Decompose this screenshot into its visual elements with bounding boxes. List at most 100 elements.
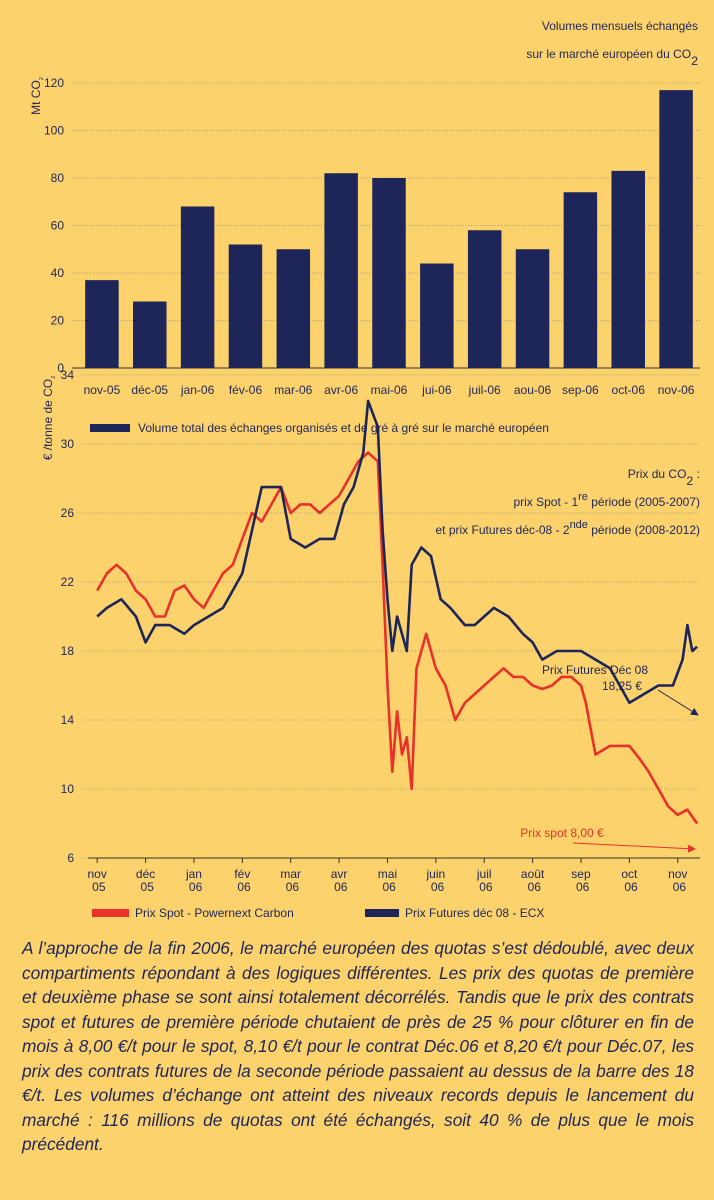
chart-title: sur le marché européen du CO2 <box>526 47 698 68</box>
y-tick-label: 22 <box>61 575 75 589</box>
x-tick-label: nov-05 <box>84 383 121 397</box>
chart-title-part: re <box>578 491 588 503</box>
x-tick-label-line: nov <box>88 867 107 881</box>
legend-swatch <box>365 909 399 917</box>
chart-title-part: période (2005-2007) <box>588 495 700 509</box>
price-line <box>96 451 699 825</box>
x-tick-label-line: 06 <box>621 880 638 894</box>
legend-swatch <box>92 909 129 917</box>
y-tick-label: 18 <box>61 644 75 658</box>
y-tick-label: 40 <box>51 266 65 280</box>
x-tick-label: août 06 <box>521 867 545 894</box>
chart-title-part: période (2008-2012) <box>588 523 700 537</box>
x-tick-label-line: mar <box>280 867 301 881</box>
x-tick-label: nov 06 <box>668 867 687 894</box>
y-axis-label-part: 2 <box>51 376 57 379</box>
y-axis-label: Mt CO2 <box>29 77 45 115</box>
y-tick-label: 30 <box>61 437 75 451</box>
chart-title-part: Prix du CO <box>628 467 687 481</box>
y-tick-label: 60 <box>51 219 65 233</box>
chart-title: et prix Futures déc-08 - 2nde période (2… <box>436 519 701 537</box>
y-axis-label-part: € /tonne de CO <box>41 379 55 460</box>
y-tick-label: 80 <box>51 171 65 185</box>
bar <box>180 206 215 368</box>
x-tick-label: fév-06 <box>229 383 263 397</box>
y-axis-label: € /tonne de CO2 <box>41 376 57 461</box>
x-tick-label: mai-06 <box>371 383 408 397</box>
x-tick-label: jan-06 <box>180 383 215 397</box>
x-tick-label: sep-06 <box>562 383 599 397</box>
price-line <box>96 399 698 705</box>
x-tick-label-line: jan <box>185 867 202 881</box>
x-tick-label: déc 05 <box>136 867 155 894</box>
x-tick-label-line: oct <box>621 867 638 881</box>
x-tick-label: nov 05 <box>88 867 107 894</box>
x-tick-label-line: 05 <box>137 880 154 894</box>
x-tick-label-line: 06 <box>476 880 493 894</box>
x-tick-label: jui-06 <box>421 383 452 397</box>
x-tick-label-line: 06 <box>524 880 541 894</box>
x-tick-label-line: nov <box>668 867 687 881</box>
x-tick-label-line: juil <box>476 867 492 881</box>
y-tick-label: 120 <box>44 76 64 90</box>
x-tick-label: sep 06 <box>571 867 591 894</box>
x-tick-label: mar-06 <box>274 383 312 397</box>
chart-title-part: Volumes mensuels échangés <box>542 19 698 33</box>
x-tick-label-line: sep <box>571 867 591 881</box>
x-tick-label: juin 06 <box>426 867 446 894</box>
x-tick-label-line: 06 <box>428 880 445 894</box>
y-tick-label: 10 <box>61 782 75 796</box>
bar <box>467 230 502 368</box>
x-tick-label: aou-06 <box>514 383 552 397</box>
chart-title: prix Spot - 1re période (2005-2007) <box>513 491 700 509</box>
y-axis-label-part: 2 <box>39 77 45 80</box>
x-tick-label: mai 06 <box>378 867 397 894</box>
x-tick-label: nov-06 <box>658 383 695 397</box>
x-tick-label-line: déc <box>136 867 155 881</box>
legend-swatch <box>90 424 130 432</box>
charts: Volumes mensuels échangés sur le marché e… <box>29 19 701 920</box>
bar <box>563 192 598 368</box>
x-tick-label-line: 06 <box>234 880 251 894</box>
bar <box>659 90 693 368</box>
chart-title-part: 2 <box>686 474 693 488</box>
y-tick-label: 34 <box>61 368 75 382</box>
chart-title-part: 2 <box>691 54 698 68</box>
x-tick-label: fév 06 <box>234 867 251 894</box>
chart-title-part: nde <box>570 519 588 531</box>
x-tick-label-line: 06 <box>282 880 299 894</box>
x-tick-label-line: mai <box>378 867 397 881</box>
bar <box>420 263 454 368</box>
x-tick-label: déc-05 <box>131 383 168 397</box>
legend-label: Volume total des échanges organisés et d… <box>138 421 549 435</box>
x-tick-label-line: 06 <box>379 880 396 894</box>
y-tick-label: 0 <box>57 361 64 375</box>
x-tick-label-line: 06 <box>186 880 203 894</box>
bar <box>228 244 263 368</box>
bar <box>515 249 550 368</box>
x-tick-label: jan 06 <box>185 867 203 894</box>
x-tick-label-line: août <box>521 867 545 881</box>
legend-label: Prix Spot - Powernext Carbon <box>135 906 294 920</box>
annotation: Prix spot 8,00 € <box>520 826 604 840</box>
chart-title-part: prix Spot - 1 <box>513 495 578 509</box>
x-tick-label-line: juin <box>426 867 446 881</box>
legend-label: Prix Futures déc 08 - ECX <box>405 906 544 920</box>
y-tick-label: 100 <box>44 124 64 138</box>
bar <box>276 249 311 368</box>
x-tick-label: juil-06 <box>468 383 501 397</box>
chart-title: Volumes mensuels échangés <box>542 19 698 33</box>
x-tick-label: juil 06 <box>476 867 493 894</box>
y-tick-label: 26 <box>61 506 75 520</box>
x-tick-label: mar 06 <box>280 867 301 894</box>
chart-title: Prix du CO2 : <box>628 467 700 488</box>
annotation: Prix Futures Déc 08 <box>542 663 648 677</box>
bar <box>133 301 167 368</box>
chart-title-part: et prix Futures déc-08 - 2 <box>436 523 570 537</box>
x-tick-label-line: 06 <box>669 880 686 894</box>
chart-title-part: : <box>693 467 700 481</box>
bar <box>324 173 358 368</box>
x-tick-label: oct 06 <box>621 867 638 894</box>
y-tick-label: 6 <box>67 851 74 865</box>
x-tick-label-line: 05 <box>89 880 106 894</box>
